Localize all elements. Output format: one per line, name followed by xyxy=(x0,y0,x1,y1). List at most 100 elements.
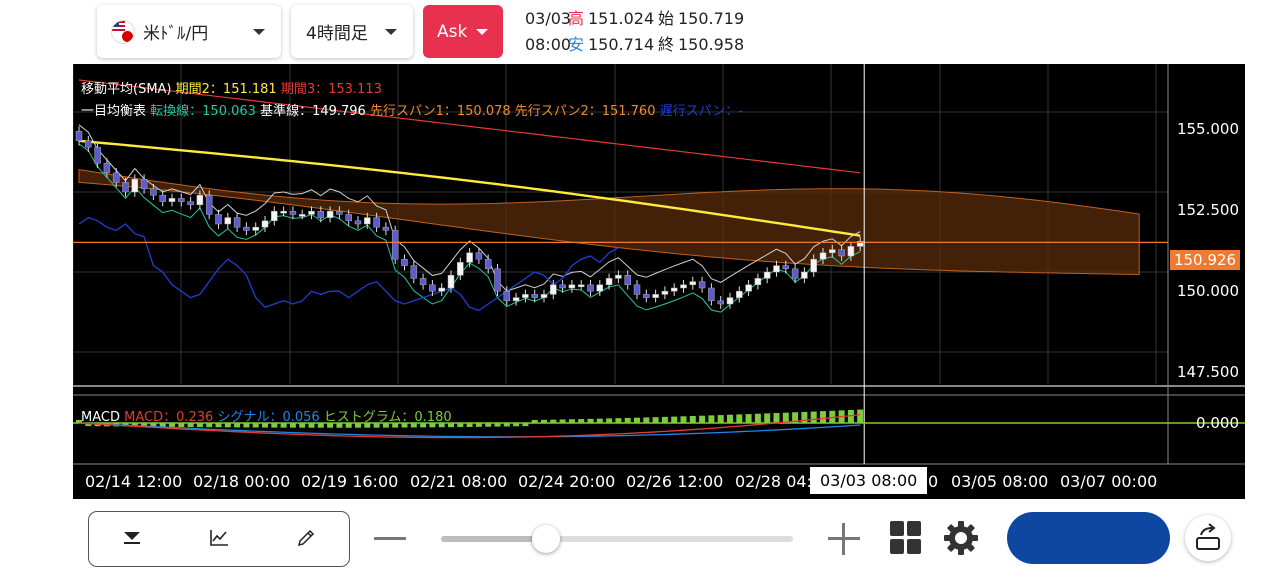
macd-histogram-bar xyxy=(652,417,659,423)
zoom-in-button[interactable] xyxy=(828,523,860,555)
candle xyxy=(419,278,427,286)
candle xyxy=(773,265,780,273)
macd-histogram-bar xyxy=(503,423,510,427)
macd-histogram-bar xyxy=(345,423,352,428)
candle xyxy=(754,278,762,286)
macd-histogram-bar xyxy=(410,423,417,428)
candle xyxy=(233,217,241,228)
candle xyxy=(559,284,566,289)
macd-histogram-bar xyxy=(196,423,203,428)
chevron-down-icon xyxy=(476,29,488,35)
macd-histogram-bar xyxy=(596,418,603,423)
candle xyxy=(596,284,604,292)
candle xyxy=(438,287,445,292)
candle xyxy=(261,220,269,228)
candle xyxy=(708,287,715,302)
zoom-slider-handle[interactable] xyxy=(532,525,560,553)
x-tick-label: 02/19 16:00 xyxy=(301,472,399,491)
macd-histogram-bar xyxy=(448,423,454,428)
candle xyxy=(140,178,148,190)
candle xyxy=(85,140,92,148)
bottom-toolbar xyxy=(0,499,1280,569)
ohlc-time: 08:00 xyxy=(525,35,572,54)
macd-histogram-bar xyxy=(689,416,696,423)
candle xyxy=(745,284,752,292)
candle xyxy=(782,265,790,270)
candle xyxy=(838,249,845,257)
candle xyxy=(75,130,83,142)
candle xyxy=(308,210,315,215)
rotate-screen-icon[interactable] xyxy=(1185,515,1231,561)
macd-histogram-bar xyxy=(373,423,380,428)
macd-histogram-bar xyxy=(708,415,715,423)
technical-button[interactable] xyxy=(176,512,263,566)
macd-histogram-bar xyxy=(550,419,557,423)
macd-histogram-bar xyxy=(308,423,315,428)
macd-histogram-bar xyxy=(327,423,334,428)
macd-histogram-bar xyxy=(513,423,520,427)
macd-histogram-bar xyxy=(634,417,640,423)
x-tick-label: 02/24 20:00 xyxy=(518,472,616,491)
macd-histogram-bar xyxy=(606,418,613,423)
candle xyxy=(94,146,101,164)
macd-histogram-bar xyxy=(829,410,836,423)
candle xyxy=(801,271,808,279)
x-axis: 02/14 12:00 02/18 00:00 02/19 16:00 02/2… xyxy=(73,464,1245,499)
candle xyxy=(354,220,362,225)
macd-histogram-bar xyxy=(801,411,808,423)
bid-ask-select[interactable]: Ask xyxy=(423,5,503,58)
candle xyxy=(577,284,585,288)
candle xyxy=(717,300,724,305)
zoom-out-button[interactable] xyxy=(374,537,406,540)
macd-histogram-bar xyxy=(382,423,389,428)
candle xyxy=(112,172,120,183)
high-label: 高 xyxy=(568,9,585,28)
currency-pair-select[interactable]: 米ﾄﾞﾙ/円 xyxy=(97,5,281,58)
candle xyxy=(633,284,641,295)
macd-histogram-bar xyxy=(336,423,343,428)
macd-histogram-bar xyxy=(215,423,222,428)
candle xyxy=(345,214,352,222)
macd-histogram-bar xyxy=(76,420,82,423)
layout-grid-icon[interactable] xyxy=(890,521,922,555)
candle xyxy=(364,217,371,225)
macd-histogram-bar xyxy=(401,423,408,428)
x-tick-label: 02/26 12:00 xyxy=(626,472,724,491)
macd-histogram-bar xyxy=(169,423,175,427)
close-panel-button[interactable] xyxy=(89,512,176,566)
gear-icon[interactable] xyxy=(941,518,981,558)
zoom-slider[interactable] xyxy=(441,536,793,542)
macd-histogram-bar xyxy=(364,423,371,428)
current-price-tag: 150.926 xyxy=(1169,250,1240,270)
candle xyxy=(317,210,325,218)
currency-pair-label: 米ﾄﾞﾙ/円 xyxy=(143,24,209,44)
macd-histogram-bar xyxy=(494,423,501,427)
price-chart[interactable]: 移動平均(SMA) 期間2：151.181 期間3：153.113 一目均衡表 … xyxy=(73,64,1245,499)
macd-histogram-bar xyxy=(671,416,678,423)
sma-legend: 移動平均(SMA) 期間2：151.181 期間3：153.113 xyxy=(81,78,382,97)
macd-histogram-bar xyxy=(847,409,854,423)
macd-histogram-bar xyxy=(252,423,259,428)
top-toolbar: 米ﾄﾞﾙ/円 4時間足 Ask 03/03 高 151.024 始 150.71… xyxy=(0,0,1280,64)
candle xyxy=(382,226,390,231)
candle xyxy=(150,188,157,196)
y-tick-label: 155.000 xyxy=(1176,120,1239,138)
candle xyxy=(429,284,436,292)
sma-title: 移動平均(SMA) xyxy=(81,82,172,97)
macd-histogram-bar xyxy=(615,418,622,423)
chikou-value: 遅行スパン：- xyxy=(659,104,743,119)
line-draw-button[interactable] xyxy=(262,512,349,566)
speed-order-button[interactable] xyxy=(1007,512,1170,564)
timeframe-select[interactable]: 4時間足 xyxy=(291,5,413,58)
close-value: 150.958 xyxy=(678,35,745,54)
chart-canvas[interactable] xyxy=(73,64,1245,499)
candle xyxy=(457,262,464,276)
macd-histogram-bar xyxy=(178,423,185,427)
timeframe-label: 4時間足 xyxy=(306,24,368,44)
macd-histogram-bar xyxy=(234,423,241,428)
tool-group xyxy=(88,511,350,567)
macd-value: MACD：0.236 xyxy=(124,410,214,425)
close-label: 終 xyxy=(658,35,675,54)
y-tick-label: 150.000 xyxy=(1176,282,1239,300)
ohlc-readout: 03/03 高 151.024 始 150.719 08:00 安 150.71… xyxy=(525,6,744,58)
